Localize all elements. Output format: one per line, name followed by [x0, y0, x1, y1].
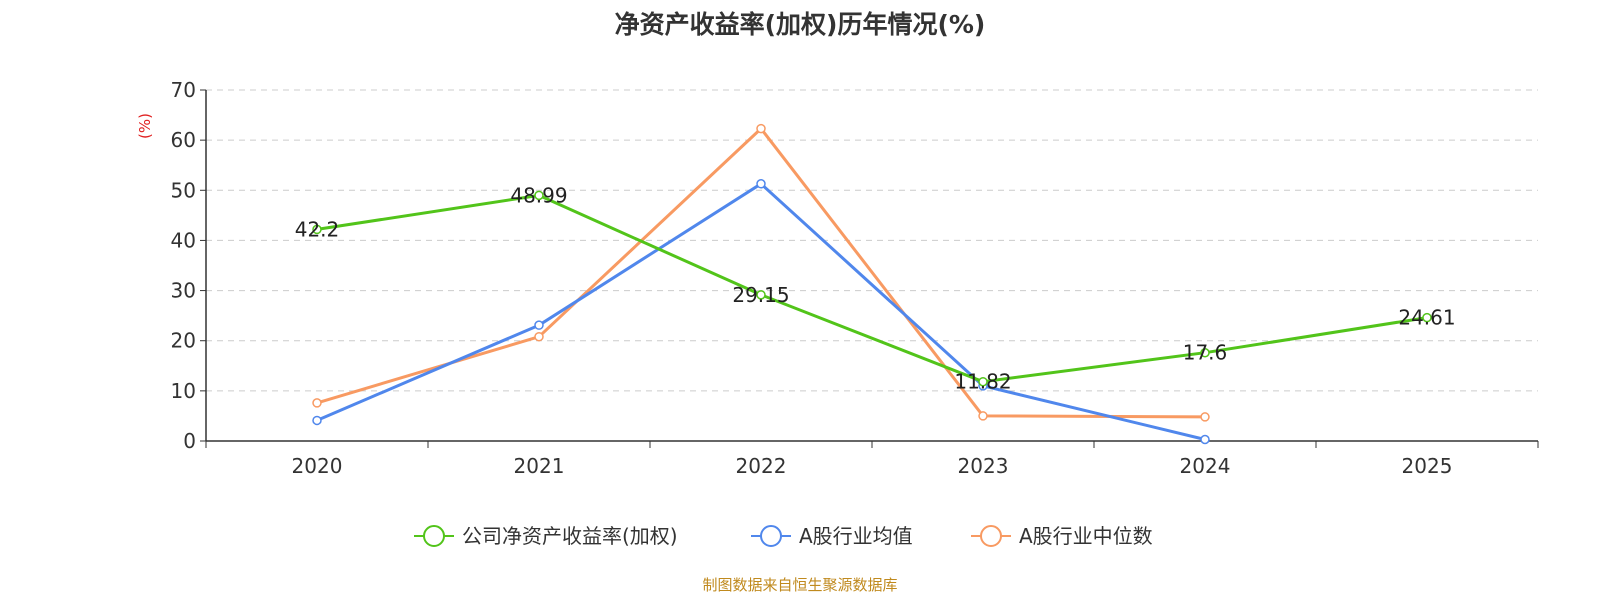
data-point[interactable]	[312, 224, 322, 235]
x-tick-label: 2021	[514, 454, 565, 478]
legend-label: 公司净资产收益率(加权)	[462, 524, 678, 548]
gridlines	[206, 89, 1538, 392]
source-note: 制图数据来自恒生聚源数据库	[702, 576, 897, 594]
data-point[interactable]	[534, 190, 544, 201]
data-label: 29.15	[732, 283, 789, 307]
series-line	[316, 182, 1206, 441]
y-tick-label: 50	[171, 178, 196, 202]
legend-item[interactable]: 公司净资产收益率(加权)	[414, 524, 678, 548]
tick-labels: 0 10 20 30 40 50 60 70 2020 2021 2022 2023 2024 2025	[171, 78, 1453, 478]
legend: 公司净资产收益率(加权) A股行业均值 A股行业中位数	[414, 524, 1153, 548]
series-0	[312, 190, 1432, 387]
series-line	[316, 193, 1428, 384]
data-point[interactable]	[756, 123, 766, 134]
data-point[interactable]	[978, 411, 988, 421]
data-point[interactable]	[978, 376, 988, 387]
data-label: 24.61	[1398, 306, 1455, 330]
data-point[interactable]	[1200, 412, 1210, 422]
y-tick-label: 20	[171, 329, 196, 353]
chart-title: 净资产收益率(加权)历年情况(%)	[615, 10, 986, 39]
legend-label: A股行业均值	[799, 524, 913, 548]
x-tick-label: 2023	[958, 454, 1009, 478]
series-group	[312, 123, 1432, 445]
y-tick-label: 10	[171, 379, 196, 403]
y-axis-unit: (%)	[136, 113, 154, 139]
data-point[interactable]	[534, 320, 544, 330]
legend-swatch-marker	[980, 525, 1002, 547]
data-label: 42.2	[295, 217, 340, 241]
data-label: 11.82	[954, 370, 1011, 394]
data-point[interactable]	[1422, 312, 1432, 323]
data-point[interactable]	[1200, 434, 1210, 445]
data-point[interactable]	[756, 290, 766, 300]
y-tick-label: 60	[171, 128, 196, 152]
series-line	[316, 127, 1206, 419]
data-label: 17.6	[1183, 341, 1228, 365]
y-tick-label: 0	[183, 429, 196, 453]
legend-item[interactable]: A股行业均值	[751, 524, 913, 548]
y-tick-label: 30	[171, 279, 196, 303]
data-labels: 42.2 48.99 29.15 11.82 17.6 24.61	[295, 183, 1456, 393]
x-tick-label: 2020	[292, 454, 343, 478]
legend-swatch-marker	[423, 525, 445, 547]
data-point[interactable]	[312, 398, 322, 408]
data-point[interactable]	[534, 331, 544, 342]
x-tick-label: 2024	[1180, 454, 1231, 478]
legend-label: A股行业中位数	[1019, 524, 1153, 548]
legend-swatch-marker	[760, 525, 782, 547]
series-1	[312, 179, 1210, 445]
x-tick-label: 2022	[736, 454, 787, 478]
x-tick-label: 2025	[1402, 454, 1453, 478]
data-point[interactable]	[1200, 347, 1210, 358]
series-2	[312, 123, 1210, 422]
legend-item[interactable]: A股行业中位数	[971, 524, 1153, 548]
y-tick-label: 70	[171, 78, 196, 102]
data-point[interactable]	[312, 415, 322, 426]
axes	[200, 89, 1539, 448]
y-tick-label: 40	[171, 228, 196, 252]
data-point[interactable]	[756, 179, 766, 189]
data-label: 48.99	[510, 183, 567, 207]
